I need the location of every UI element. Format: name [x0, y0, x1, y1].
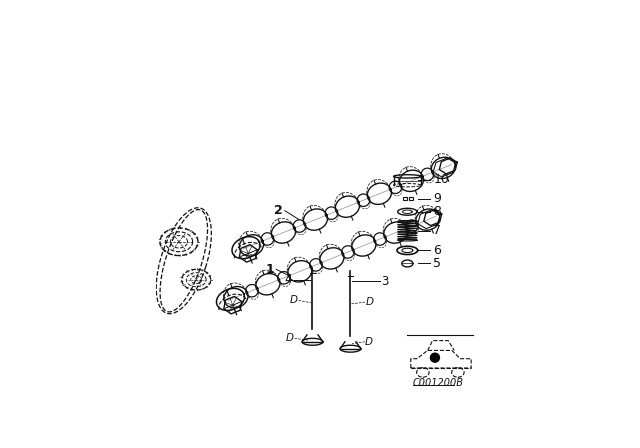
Text: 10: 10 — [433, 173, 449, 186]
Text: 9: 9 — [433, 192, 441, 205]
Text: D: D — [286, 333, 294, 343]
Text: D: D — [365, 337, 372, 347]
Text: 3: 3 — [381, 275, 389, 288]
Text: 7: 7 — [433, 224, 441, 237]
Text: 8: 8 — [433, 205, 441, 218]
Text: 4: 4 — [284, 273, 292, 286]
Circle shape — [431, 353, 440, 362]
Text: 5: 5 — [433, 257, 441, 270]
Text: D: D — [289, 295, 298, 306]
Text: 2: 2 — [275, 204, 283, 217]
Bar — [403, 197, 406, 200]
Text: 6: 6 — [433, 244, 441, 257]
Text: D: D — [365, 297, 373, 307]
Bar — [409, 197, 413, 200]
Text: 1: 1 — [266, 263, 275, 276]
Text: C001200B: C001200B — [413, 378, 463, 388]
